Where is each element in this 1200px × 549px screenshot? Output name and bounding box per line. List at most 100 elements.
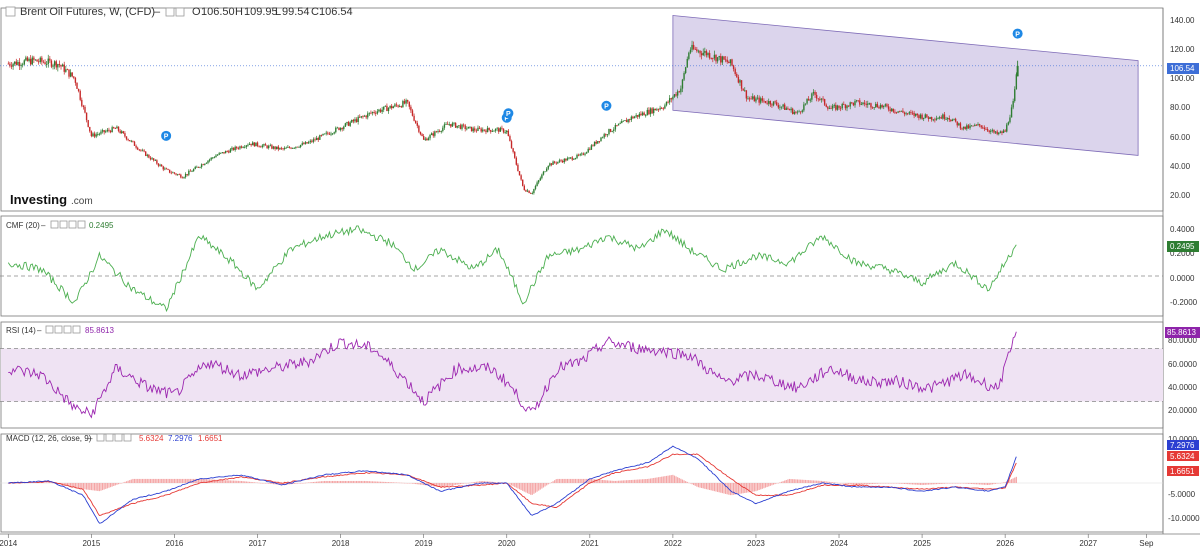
candle-body <box>223 152 225 154</box>
candle-body <box>927 117 930 120</box>
macd-histogram-bar <box>988 483 990 485</box>
collapse-icon[interactable] <box>5 6 16 17</box>
macd-settings-icon[interactable] <box>105 433 114 442</box>
candle-body <box>68 69 70 77</box>
macd-histogram-bar <box>296 483 299 484</box>
macd-histogram-bar <box>835 482 837 484</box>
candle-body <box>881 105 883 108</box>
candle-body <box>60 65 62 67</box>
candle-body <box>584 153 586 155</box>
candle-body <box>320 135 323 136</box>
settings-icon[interactable] <box>175 7 185 17</box>
candle-body <box>216 154 219 156</box>
cmf-more-icon[interactable] <box>77 220 86 229</box>
candle-body <box>137 147 139 150</box>
candle-body <box>756 97 759 99</box>
macd-axis[interactable]: 10.0000 -5.0000 -10.0000 7.2976 5.6324 1… <box>1167 435 1200 523</box>
candle-body <box>240 146 243 148</box>
time-tick-label: 2014 <box>0 539 18 548</box>
cmf-close-icon[interactable] <box>68 220 77 229</box>
macd-histogram-bar <box>581 478 583 483</box>
candle-body <box>196 166 198 168</box>
macd-histogram-bar <box>774 483 776 485</box>
macd-histogram-bar <box>825 481 827 483</box>
candle-body <box>544 171 546 173</box>
candle-body <box>553 161 556 163</box>
macd-histogram-bar <box>288 483 291 485</box>
candle-body <box>213 157 216 159</box>
candle-body <box>633 116 636 119</box>
macd-histogram-bar <box>844 483 847 484</box>
candle-body <box>978 124 981 126</box>
rsi-close-icon[interactable] <box>63 325 72 334</box>
macd-histogram-bar <box>994 483 997 484</box>
candle-body <box>891 108 893 112</box>
candle-body <box>149 157 152 160</box>
cmf-current-label: 0.2495 <box>1170 242 1195 251</box>
candle-body <box>753 96 756 102</box>
macd-histogram-bar <box>983 483 985 485</box>
macd-histogram-bar <box>90 483 92 491</box>
rsi-current-label: 85.8613 <box>1167 328 1196 337</box>
rsi-settings-icon[interactable] <box>54 325 63 334</box>
candle-body <box>307 142 310 144</box>
candle-body <box>79 91 81 100</box>
macd-histogram-bar <box>953 483 955 484</box>
event-marker-label: P <box>1015 31 1020 38</box>
macd-histogram-bar <box>969 483 971 484</box>
macd-histogram-bar <box>443 483 446 487</box>
macd-histogram-bar <box>268 483 270 484</box>
cmf-eye-icon[interactable] <box>50 220 59 229</box>
candle-body <box>732 65 735 70</box>
candle-body <box>215 155 217 158</box>
candle-body <box>619 123 621 124</box>
candle-body <box>590 145 593 150</box>
macd-histogram-bar <box>903 483 906 484</box>
macd-eye-icon[interactable] <box>96 433 105 442</box>
candle-body <box>616 125 618 126</box>
rsi-axis[interactable]: 80.0000 60.0000 40.0000 20.0000 85.8613 <box>1165 327 1200 415</box>
candle-body <box>667 101 669 103</box>
cmf-axis[interactable]: 0.4000 0.2000 0.0000 -0.2000 0.2495 <box>1167 225 1199 307</box>
macd-histogram-bar <box>316 481 318 483</box>
macd-histogram-bar <box>365 480 367 483</box>
candle-body <box>664 105 666 109</box>
candle-body <box>202 164 204 166</box>
candle-body <box>41 57 43 62</box>
rsi-more-icon[interactable] <box>72 325 81 334</box>
candle-body <box>327 132 329 134</box>
macd-histogram-bar <box>927 483 930 485</box>
candle-body <box>506 130 508 133</box>
eye-icon[interactable] <box>165 7 175 17</box>
cmf-settings-icon[interactable] <box>59 220 68 229</box>
macd-histogram-bar <box>77 483 80 489</box>
macd-histogram-bar <box>732 483 735 495</box>
candle-body <box>140 149 142 151</box>
candle-body <box>764 101 767 103</box>
macd-histogram-bar <box>124 481 126 483</box>
price-axis[interactable]: 140.00 120.00 100.00 80.00 60.00 40.00 2… <box>1167 16 1199 200</box>
price-tick: 40.00 <box>1170 162 1191 171</box>
candle-body <box>815 94 818 99</box>
macd-histogram-bar <box>598 479 600 483</box>
macd-more-icon[interactable] <box>123 433 132 442</box>
candle-body <box>798 111 800 113</box>
candle-body <box>862 102 864 105</box>
macd-histogram-bar <box>119 483 121 484</box>
candle-body <box>475 130 478 132</box>
macd-histogram-bar <box>351 480 353 483</box>
macd-histogram-bar <box>419 483 422 485</box>
candle-body <box>608 129 610 135</box>
candle-body <box>651 108 653 114</box>
candle-body <box>165 168 168 170</box>
event-marker <box>1012 28 1023 39</box>
time-axis[interactable]: 2014 2015 2016 2017 2018 2019 2020 2021 2022 2023… <box>0 534 1154 548</box>
rsi-eye-icon[interactable] <box>45 325 54 334</box>
macd-histogram-bar <box>772 483 775 485</box>
macd-histogram-bar <box>127 480 129 483</box>
macd-histogram-bar <box>63 483 65 486</box>
macd-close-icon[interactable] <box>114 433 123 442</box>
macd-histogram-bar <box>670 475 672 483</box>
candle-body <box>427 138 430 141</box>
